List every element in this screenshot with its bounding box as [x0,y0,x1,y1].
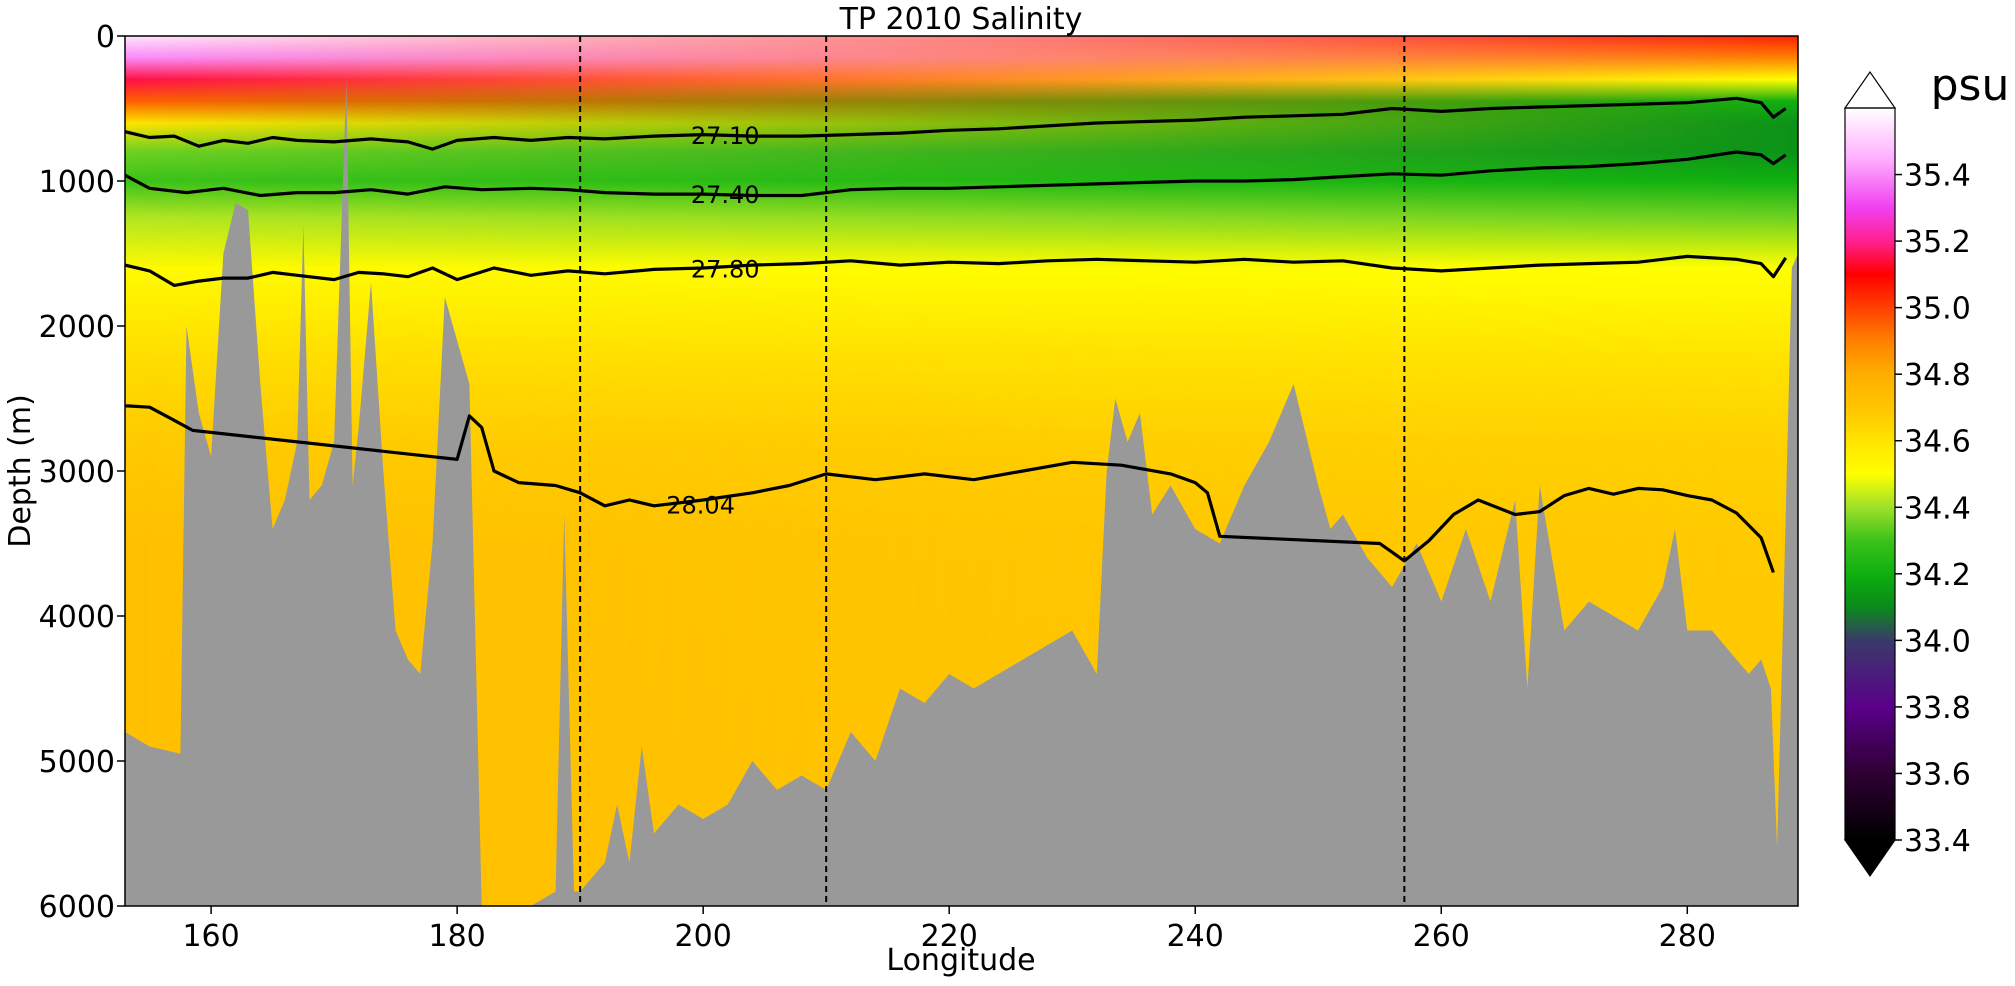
x-tick-label-6: 280 [1659,919,1716,954]
colorbar-tick-label-4: 34.2 [1904,558,1971,593]
isopycnal-line-3 [125,404,1775,574]
y-tick-label-5: 5000 [39,745,115,780]
x-axis-ticks: 160 180 200 220 240 260 280 [182,906,1716,954]
colorbar-label: psu [1931,60,2010,111]
colorbar-tick-label-0: 33.4 [1904,824,1971,859]
y-tick-label-4: 4000 [39,600,115,635]
x-tick-label-2: 200 [675,919,732,954]
isopycnal-label-3: 28.04 [666,491,735,519]
isopycnal-line-1 [125,150,1787,198]
colorbar: 33.4 33.6 33.8 34.0 34.2 34.4 34.6 34.8 35.0 35.2… [1843,70,1971,878]
y-tick-label-0: 0 [96,20,115,55]
colorbar-tick-label-6: 34.6 [1904,425,1971,460]
x-tick-label-1: 180 [429,919,486,954]
colorbar-tick-label-9: 35.2 [1904,225,1971,260]
y-tick-label-6: 6000 [39,890,115,925]
chart-title: TP 2010 Salinity [839,2,1083,37]
x-axis-label: Longitude [886,943,1035,978]
colorbar-extend-min [1843,839,1897,878]
isopycnal-label-2: 27.80 [691,255,760,283]
y-axis-label: Depth (m) [3,394,38,548]
colorbar-gradient [1845,108,1895,840]
colorbar-frame [1844,107,1896,841]
colorbar-tick-label-10: 35.4 [1904,159,1971,194]
colorbar-tick-label-1: 33.6 [1904,757,1971,792]
isopycnal-label-0: 27.10 [691,122,760,150]
x-tick-label-4: 240 [1167,919,1224,954]
x-tick-label-5: 260 [1413,919,1470,954]
isopycnal-line-2 [125,254,1788,287]
x-tick-label-0: 160 [182,919,239,954]
colorbar-extend-max [1843,70,1897,109]
plot-area: 27.10 27.40 27.80 28.04 [124,35,1799,907]
y-tick-label-1: 1000 [39,165,115,200]
colorbar-tick-label-8: 35.0 [1904,292,1971,327]
colorbar-tick-label-7: 34.8 [1904,358,1971,393]
colorbar-tick-label-3: 34.0 [1904,624,1971,659]
x-tick-label-3: 220 [921,919,978,954]
bathymetry-seafloor [125,79,1798,906]
isopycnal-line-0 [125,96,1787,151]
colorbar-tick-label-2: 33.8 [1904,691,1971,726]
y-axis-ticks: 0 1000 2000 3000 4000 5000 6000 [39,20,125,925]
isopycnal-label-1: 27.40 [691,181,760,209]
colorbar-tick-label-5: 34.4 [1904,491,1971,526]
y-tick-label-2: 2000 [39,310,115,345]
y-tick-label-3: 3000 [39,455,115,490]
